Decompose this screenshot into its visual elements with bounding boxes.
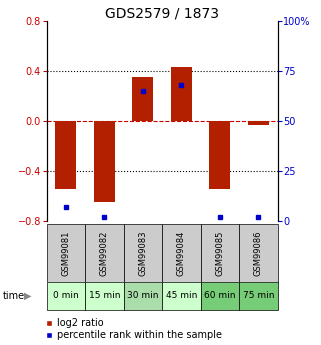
Bar [132,77,153,121]
Bar [85,224,124,282]
Text: GSM99085: GSM99085 [215,230,224,276]
Bar [239,224,278,282]
Bar [209,121,230,189]
Text: 0 min: 0 min [53,292,79,300]
Bar [47,282,85,310]
Text: 75 min: 75 min [243,292,274,300]
Bar [55,121,76,189]
Text: 45 min: 45 min [166,292,197,300]
Text: GSM99084: GSM99084 [177,230,186,276]
Bar [124,224,162,282]
Legend: log2 ratio, percentile rank within the sample: log2 ratio, percentile rank within the s… [45,318,222,340]
Bar [162,224,201,282]
Bar [162,282,201,310]
Bar [239,282,278,310]
Bar [47,224,85,282]
Text: 30 min: 30 min [127,292,159,300]
Text: ▶: ▶ [24,291,31,301]
Text: GSM99086: GSM99086 [254,230,263,276]
Text: GSM99081: GSM99081 [61,230,70,276]
Bar [171,68,192,121]
Text: time: time [3,291,25,301]
Bar [94,121,115,202]
Bar [201,282,239,310]
Text: 15 min: 15 min [89,292,120,300]
Bar [85,282,124,310]
Text: GSM99083: GSM99083 [138,230,147,276]
Title: GDS2579 / 1873: GDS2579 / 1873 [105,6,219,20]
Bar [124,282,162,310]
Text: GSM99082: GSM99082 [100,230,109,276]
Text: 60 min: 60 min [204,292,236,300]
Bar [248,121,269,125]
Bar [201,224,239,282]
